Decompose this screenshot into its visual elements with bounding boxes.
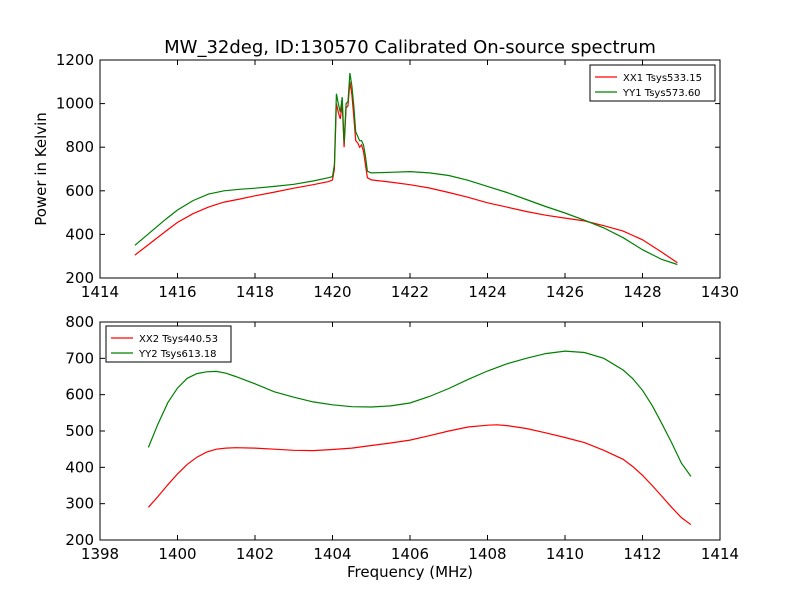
y-tick-label: 1200	[56, 51, 94, 69]
legend-label: YY1 Tsys573.60	[622, 88, 701, 99]
x-tick-label: 1404	[313, 545, 351, 563]
y-tick-label: 800	[65, 313, 94, 331]
plot-frame	[99, 59, 721, 279]
x-tick-label: 1426	[546, 283, 584, 301]
x-tick-label: 1410	[546, 545, 584, 563]
y-tick-label: 200	[65, 531, 94, 549]
plot-frame	[99, 321, 721, 541]
figure-title: MW_32deg, ID:130570 Calibrated On-source…	[164, 37, 656, 58]
x-tick-label: 1428	[623, 283, 661, 301]
x-tick-label: 1398	[81, 545, 119, 563]
bottom-plot: 1398 1400 1402 1404 1406 1408 1410 1412 1414 200 3…	[65, 313, 739, 581]
x-tick-label: 1420	[313, 283, 351, 301]
legend: XX1 Tsys533.15 YY1 Tsys573.60	[589, 64, 716, 102]
series-line-b	[134, 73, 678, 266]
series-line-b	[147, 350, 692, 477]
y-tick-label: 200	[65, 269, 94, 287]
y-tick-label: 800	[65, 138, 94, 156]
y-tick-label: 300	[65, 495, 94, 513]
y-tick-label: 400	[65, 225, 94, 243]
y-tick-label: 600	[65, 182, 94, 200]
legend-box	[105, 325, 232, 363]
x-tick-label: 1402	[236, 545, 274, 563]
legend-label: XX1 Tsys533.15	[623, 73, 702, 84]
series-line-a	[147, 424, 692, 526]
y-tick-label: 400	[65, 458, 94, 476]
legend-box	[589, 64, 716, 102]
x-tick-label: 1412	[623, 545, 661, 563]
x-tick-label: 1408	[468, 545, 506, 563]
y-tick-label: 500	[65, 422, 94, 440]
x-tick-label: 1406	[391, 545, 429, 563]
x-tick-label: 1418	[236, 283, 274, 301]
x-tick-label: 1400	[158, 545, 196, 563]
x-tick-label: 1414	[701, 545, 739, 563]
y-tick-label: 1000	[56, 95, 94, 113]
x-tick-label: 1430	[701, 283, 739, 301]
y-axis-label: Power in Kelvin	[32, 112, 50, 226]
y-tick-label: 600	[65, 386, 94, 404]
x-axis-label: Frequency (MHz)	[347, 563, 473, 581]
y-tick-label: 700	[65, 349, 94, 367]
legend: XX2 Tsys440.53 YY2 Tsys613.18	[105, 325, 232, 363]
series-line-a	[134, 81, 678, 264]
x-tick-label: 1416	[158, 283, 196, 301]
top-plot: 1414 1416 1418 1420 1422 1424 1426 1428 1430 200 4…	[32, 51, 739, 301]
legend-label: XX2 Tsys440.53	[139, 334, 218, 345]
x-tick-label: 1422	[391, 283, 429, 301]
x-tick-label: 1414	[81, 283, 119, 301]
legend-label: YY2 Tsys613.18	[138, 349, 217, 360]
x-tick-label: 1424	[468, 283, 506, 301]
